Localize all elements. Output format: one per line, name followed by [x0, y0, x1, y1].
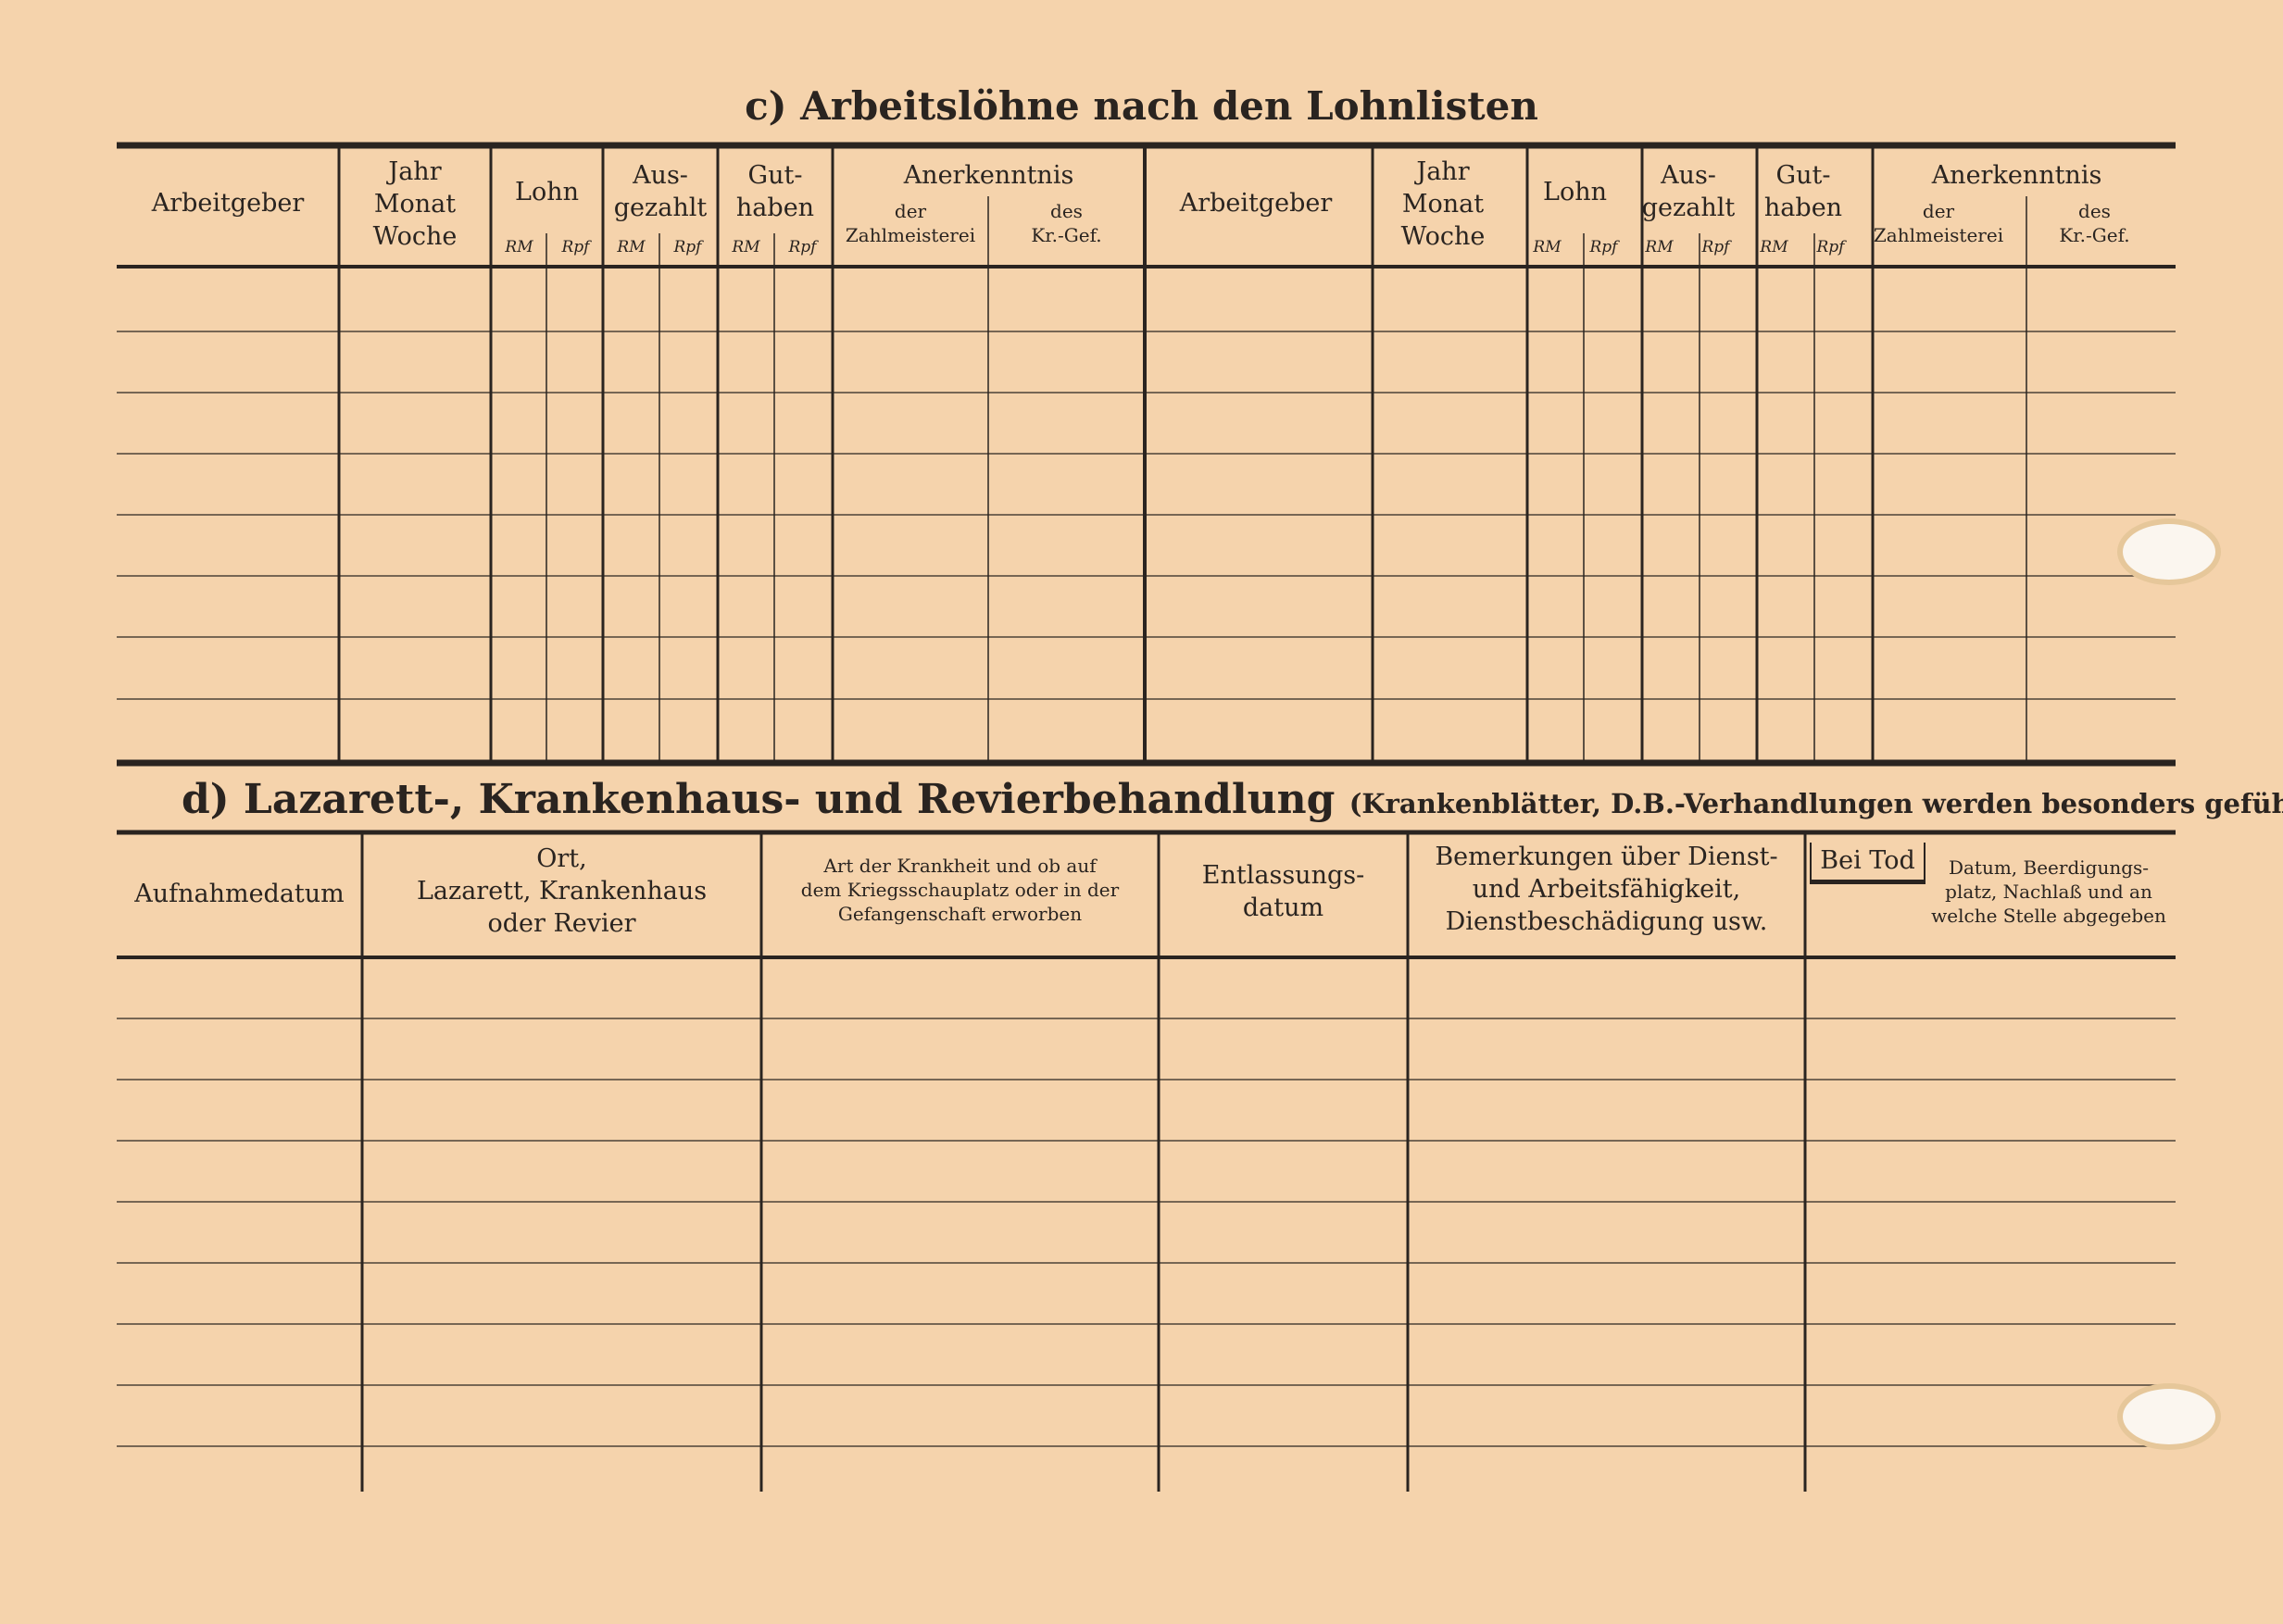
header-rpf: Rpf	[1816, 238, 1845, 256]
header-rm: RM	[1760, 238, 1788, 256]
header-rpf: Rpf	[1589, 238, 1618, 256]
header-discharge-date: Entlassungs- datum	[1201, 861, 1365, 923]
header-rm: RM	[1645, 238, 1674, 256]
header-employer: Arbeitgeber	[151, 189, 305, 218]
header-rm: RM	[505, 238, 533, 256]
section-d-title: d) Lazarett-, Krankenhaus- und Revierbeh…	[182, 776, 2283, 823]
header-rm: RM	[1533, 238, 1562, 256]
header-employer: Arbeitgeber	[1179, 189, 1333, 218]
header-kr-gef: des Kr.-Gef.	[2059, 200, 2130, 246]
header-wage: Lohn	[1543, 178, 1607, 206]
header-rpf: Rpf	[788, 238, 817, 256]
header-rpf: Rpf	[561, 238, 590, 256]
section-c-title: c) Arbeitslöhne nach den Lohnlisten	[745, 83, 1538, 129]
header-credit: Gut- haben	[1763, 161, 1843, 223]
header-credit: Gut- haben	[735, 161, 815, 223]
header-death-details: Datum, Beerdigungs- platz, Nachlaß und a…	[1931, 856, 2166, 927]
section-d-heading: d) Lazarett-, Krankenhaus- und Revierbeh…	[182, 776, 1336, 823]
header-rpf: Rpf	[673, 238, 702, 256]
header-illness: Art der Krankheit und ob auf dem Kriegss…	[800, 855, 1120, 925]
header-admission-date: Aufnahmedatum	[134, 880, 345, 908]
header-place: Ort, Lazarett, Krankenhaus oder Revier	[416, 844, 708, 939]
header-acknowledgement: Anerkenntnis	[1931, 161, 2102, 190]
header-paid: Aus- gezahlt	[1641, 161, 1736, 223]
header-death-box: Bei Tod	[1810, 843, 1925, 884]
punch-hole	[2123, 1389, 2215, 1444]
header-rm: RM	[617, 238, 646, 256]
header-period: Jahr Monat Woche	[372, 157, 458, 252]
header-rm: RM	[732, 238, 760, 256]
header-paymaster: der Zahlmeisterei	[845, 200, 976, 246]
header-kr-gef: des Kr.-Gef.	[1031, 200, 1102, 246]
header-remarks: Bemerkungen über Dienst- und Arbeitsfähi…	[1435, 843, 1778, 937]
header-period: Jahr Monat Woche	[1400, 157, 1486, 252]
header-paymaster: der Zahlmeisterei	[1873, 200, 2004, 246]
header-rpf: Rpf	[1701, 238, 1730, 256]
header-wage: Lohn	[515, 178, 579, 206]
punch-hole	[2123, 524, 2215, 580]
header-paid: Aus- gezahlt	[613, 161, 708, 223]
header-acknowledgement: Anerkenntnis	[903, 161, 1074, 190]
section-d-note: (Krankenblätter, D.B.-Verhandlungen werd…	[1348, 788, 2283, 819]
